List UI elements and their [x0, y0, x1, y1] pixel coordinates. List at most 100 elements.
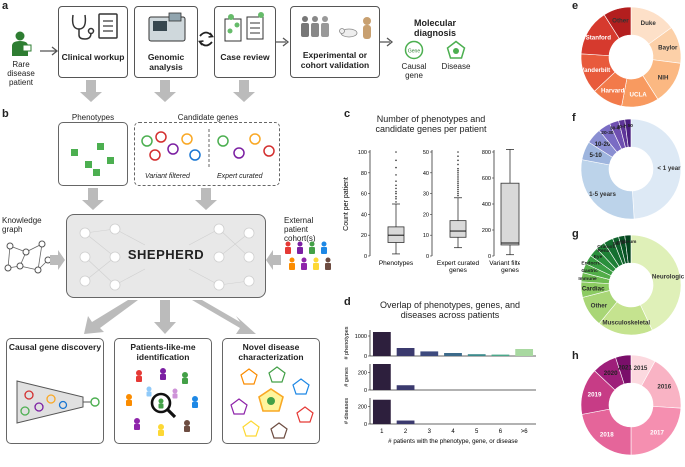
candidate-title: Candidate genes [165, 113, 251, 123]
chart-c-outlier-1 [457, 192, 459, 195]
chart-c-tick-label-1: 50 [423, 150, 429, 156]
chart-d-bar-0-2 [420, 351, 439, 356]
chart-d-bar-0-6 [515, 349, 534, 356]
chart-c-tick-label-2: 0 [488, 254, 491, 260]
panel-label-d: d [344, 296, 351, 308]
chart-c-tick-label-2: 400 [482, 202, 491, 208]
chart-d-series-label-2: # diseases [344, 398, 350, 425]
chart-c-box-1 [449, 220, 467, 238]
chart-c-outlier-0 [395, 201, 397, 203]
molecular-diagnosis-title: Molecular diagnosis [413, 18, 456, 39]
chart-c-outlier-1 [457, 172, 459, 174]
step-genomic-analysis: Genomic analysis [134, 6, 198, 78]
neural-network-icon [79, 223, 255, 291]
knowledge-graph-icon [4, 240, 52, 274]
variant-filtered-label: Variant filtered [145, 173, 190, 180]
output-label-causal: Causal gene discovery [8, 342, 102, 352]
chart-g-label-12: Rheum [620, 239, 636, 245]
chart-d-tick-label-1: 0 [364, 388, 367, 394]
panel-label-b: b [2, 108, 9, 120]
connector-arrows-inputs [82, 188, 217, 210]
chart-g-label-5: Gastric [581, 268, 598, 274]
output-causal-gene: Causal gene discovery [6, 338, 104, 444]
chart-c-outlier-1 [457, 176, 459, 178]
chart-c-outlier-0 [395, 190, 397, 193]
chart-c-tick-label-1: 40 [423, 171, 429, 177]
chart-c-outlier-0 [395, 174, 397, 176]
patients-like-me-icon [126, 368, 198, 436]
chart-d-bar-2-1 [396, 420, 415, 424]
chart-c-category-line1-2: Variant filtered [489, 260, 520, 267]
novel-disease-icon [230, 366, 314, 439]
chart-d-tick-label-2: 0 [364, 422, 367, 428]
chart-c-category-line2-1: genes [449, 267, 467, 274]
knowledge-graph-label: Knowledge graph [2, 216, 42, 235]
chart-d-category-2: 3 [428, 429, 432, 435]
chart-f-label-7: > 50 [623, 123, 633, 129]
chart-d-bar-1-1 [396, 385, 415, 390]
chart-f-label-6: 40-50 [617, 124, 630, 130]
chart-f-label-3: 10-20 [595, 141, 611, 148]
chart-c-category-2: Variant filteredgenes [489, 260, 520, 274]
chart-c-outlier-1 [457, 169, 459, 172]
chart-e-label-6: Stanford [586, 35, 612, 42]
chart-h-slice-6 [615, 354, 632, 385]
chart-c-category-line1-1: Expert curated [437, 260, 480, 267]
shepherd-title: SHEPHERD [127, 247, 205, 262]
chart-c-outlier-1 [457, 167, 459, 170]
chart-d-bar-0-0 [372, 332, 391, 356]
external-cohort-icon [285, 241, 331, 270]
chart-c-outlier-1 [457, 188, 459, 191]
output-label-patients: Patients-like-me identification [130, 342, 196, 362]
causal-gene-label: Causal gene [401, 62, 427, 81]
chart-c-tick-label-0: 0 [364, 254, 367, 260]
chart-d-bar-0-5 [491, 354, 510, 356]
chart-e-donut: Duke Baylor NIH UCLA Harvard Vanderbilt Stanfo… [580, 6, 682, 108]
chart-c-outlier-0 [395, 180, 397, 182]
chart-c-outlier-0 [395, 159, 397, 162]
arrow-external-cohort [266, 250, 281, 270]
phenotypes-title: Phenotypes [59, 113, 127, 123]
step-validation: Experimental or cohort validation [290, 6, 380, 78]
chart-d-category-1: 2 [404, 429, 408, 435]
chart-h-label-2: 2017 [650, 430, 664, 437]
panel-label-c: c [344, 108, 351, 120]
chart-c-category-0: Phenotypes [379, 260, 414, 267]
chart-c-outlier-0 [395, 195, 397, 198]
funnel-icon [16, 380, 100, 424]
chart-d-barplot: 0 1000 # phenotypes 0 200 # genes 0 200 # diseas… [344, 326, 536, 445]
shepherd-model: SHEPHERD [66, 214, 266, 298]
chart-e-label-3: UCLA [630, 91, 648, 98]
case-review-icon [224, 12, 264, 42]
chart-e-label-0: Duke [641, 20, 657, 27]
chart-g-label-4: Immune [578, 276, 597, 282]
candidate-genes-tokens [141, 129, 275, 169]
chart-c-box-2 [500, 182, 520, 246]
chart-f-label-0: < 1 year [657, 165, 681, 172]
chart-c-outlier-1 [457, 151, 459, 153]
chart-f-label-2: 5-10 [589, 152, 602, 159]
chart-c-tick-label-1: 10 [423, 233, 429, 239]
chart-e-label-5: Vanderbilt [580, 67, 610, 74]
chart-c-tick-label-1: 20 [423, 212, 429, 218]
chart-f-slice-1 [580, 159, 635, 220]
chart-d-category-4: 5 [475, 429, 479, 435]
chart-c-outlier-1 [457, 174, 459, 176]
chart-c-outlier-1 [457, 180, 459, 182]
step-label-clinical: Clinical workup [61, 52, 125, 62]
chart-c-tick-label-0: 100 [358, 150, 367, 156]
step-case-review: Case review [214, 6, 276, 78]
chart-c-outlier-1 [457, 178, 459, 180]
chart-f-label-1: 1-5 years [589, 191, 616, 198]
chart-c-category-1: Expert curated genes [437, 260, 480, 274]
output-patients-like-me: Patients-like-me identification [114, 338, 212, 444]
sequencer-icon [148, 12, 186, 42]
chart-g-label-7: Eye [594, 254, 603, 260]
chart-e-label-1: Baylor [658, 45, 678, 52]
phenotype-squares [71, 143, 114, 176]
gene-token-text: Gene [408, 49, 420, 55]
chart-c-outlier-0 [395, 184, 397, 187]
chart-f-label-5: 30-40 [610, 126, 623, 132]
panel-label-e: e [572, 0, 579, 12]
chart-f-donut: < 1 year 1-5 years 5-10 10-20 20-3030-4040-5… [580, 118, 682, 220]
